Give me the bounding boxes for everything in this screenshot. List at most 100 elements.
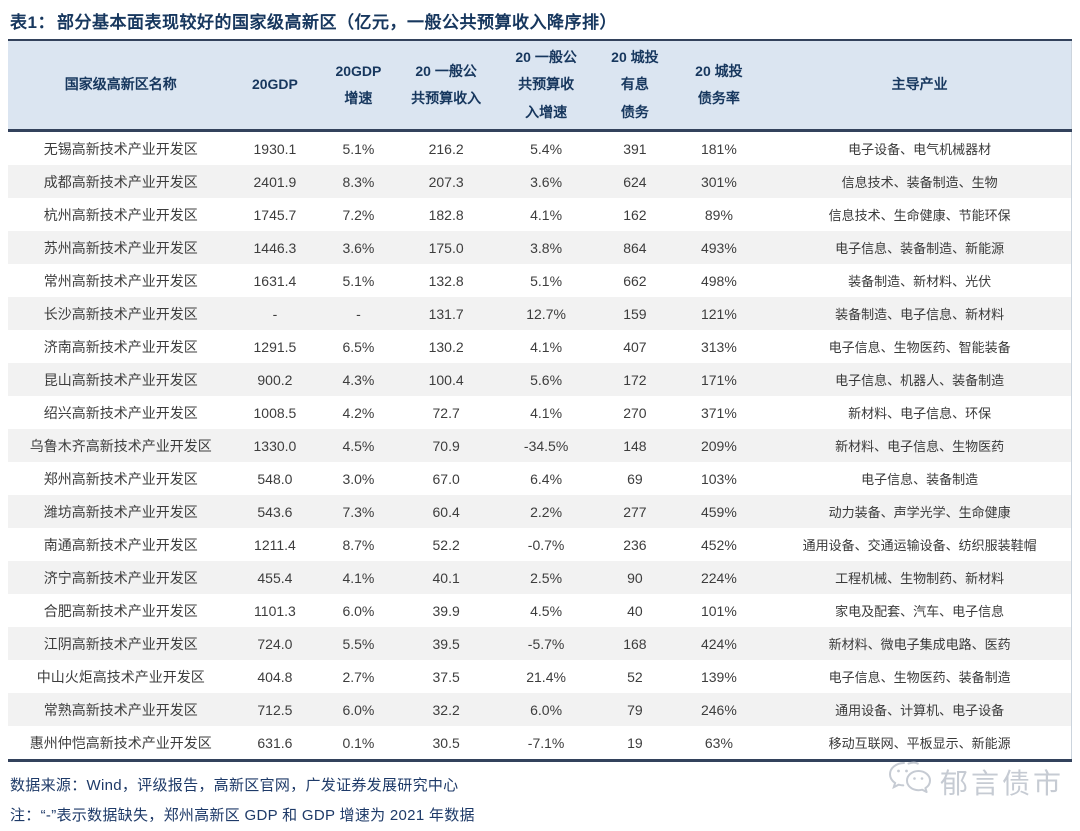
cell-gdp-growth-2020: 5.5% [342,635,375,652]
cell-lgfv-debt-ratio-2020: 103% [700,470,737,487]
cell-budget-revenue-2020: 67.0 [432,470,460,487]
watermark-text: 郁言债市 [939,767,1064,799]
cell-budget-revenue-2020: 37.5 [432,668,460,685]
hightech-zones-table: 国家级高新区名称 20GDP 20GDP 增速 20 一般公 共预算收入 20 一般公 … [8,41,1072,762]
cell-leading-industries: 工程机械、生物制药、新材料 [835,571,1005,586]
table-row: 惠州仲恺高新技术产业开发区 631.6 0.1% 30.5 -7.1% 19 63% 移动互联… [8,726,1072,761]
column-header-budget-revenue-2020: 20 一般公 共预算收入 [400,41,492,132]
cell-budget-revenue-2020: 39.9 [432,602,460,619]
cell-zone-name: 中山火炬高技术产业开发区 [36,668,205,685]
cell-zone-name: 无锡高新技术产业开发区 [43,140,198,157]
cell-lgfv-debt-ratio-2020: 63% [704,734,733,751]
table-row: 昆山高新技术产业开发区 900.2 4.3% 100.4 5.6% 172 171% 电子信息… [8,363,1072,396]
cell-budget-revenue-2020: 39.5 [432,635,460,652]
cell-lgfv-debt-2020: 391 [623,140,647,157]
cell-budget-revenue-growth-2020: 4.1% [530,338,563,355]
cell-leading-industries: 电子信息、机器人、装备制造 [835,373,1005,388]
cell-lgfv-debt-ratio-2020: 121% [700,305,737,322]
cell-budget-revenue-2020: 40.1 [432,569,460,586]
cell-lgfv-debt-ratio-2020: 452% [700,536,737,553]
cell-lgfv-debt-ratio-2020: 171% [700,371,737,388]
cell-leading-industries: 动力装备、声学光学、生命健康 [828,505,1011,520]
cell-lgfv-debt-ratio-2020: 224% [700,569,737,586]
cell-gdp-growth-2020: 8.7% [342,536,375,553]
cell-lgfv-debt-ratio-2020: 139% [700,668,737,685]
cell-budget-revenue-growth-2020: 5.6% [530,371,563,388]
table-row: 济宁高新技术产业开发区 455.4 4.1% 40.1 2.5% 90 224% 工程机械、生… [8,561,1072,594]
cell-zone-name: 济南高新技术产业开发区 [43,338,198,355]
cell-budget-revenue-2020: 207.3 [428,173,464,190]
cell-gdp-2020: 712.5 [257,701,293,718]
cell-gdp-growth-2020: 7.3% [342,503,375,520]
cell-lgfv-debt-ratio-2020: 209% [700,437,737,454]
cell-lgfv-debt-2020: 162 [623,206,647,223]
column-header-leading-industries: 主导产业 [768,41,1072,132]
cell-budget-revenue-growth-2020: 6.4% [530,470,563,487]
table-row: 常熟高新技术产业开发区 712.5 6.0% 32.2 6.0% 79 246% 通用设备、计… [8,693,1072,726]
table-row: 南通高新技术产业开发区 1211.4 8.7% 52.2 -0.7% 236 452% 通用设… [8,528,1072,561]
cell-lgfv-debt-2020: 19 [627,734,643,751]
cell-budget-revenue-2020: 100.4 [428,371,464,388]
cell-leading-industries: 新材料、微电子集成电路、医药 [828,637,1011,652]
cell-zone-name: 常州高新技术产业开发区 [43,272,198,289]
cell-zone-name: 长沙高新技术产业开发区 [43,305,198,322]
cell-lgfv-debt-2020: 52 [627,668,643,685]
column-header-gdp-growth-2020: 20GDP 增速 [316,41,401,132]
cell-gdp-2020: 543.6 [257,503,293,520]
cell-budget-revenue-growth-2020: 4.1% [530,206,563,223]
table-row: 杭州高新技术产业开发区 1745.7 7.2% 182.8 4.1% 162 89% 信息技术… [8,198,1072,231]
cell-gdp-growth-2020: 6.5% [342,338,375,355]
cell-leading-industries: 信息技术、装备制造、生物 [841,175,998,190]
cell-budget-revenue-growth-2020: 21.4% [526,668,566,685]
column-header-zone-name: 国家级高新区名称 [8,41,234,132]
cell-lgfv-debt-2020: 624 [623,173,647,190]
table-footer: 数据来源：Wind，评级报告，高新区官网，广发证券发展研究中心 注：“-”表示数… [8,771,1072,831]
cell-gdp-growth-2020: 4.1% [342,569,375,586]
table-title: 表1： 部分基本面表现较好的国家级高新区（亿元，一般公共预算收入降序排） [8,0,1072,41]
cell-lgfv-debt-2020: 40 [627,602,643,619]
cell-budget-revenue-2020: 182.8 [428,206,464,223]
table-row: 郑州高新技术产业开发区 548.0 3.0% 67.0 6.4% 69 103% 电子信息、装… [8,462,1072,495]
table-row: 合肥高新技术产业开发区 1101.3 6.0% 39.9 4.5% 40 101% 家电及配套… [8,594,1072,627]
cell-zone-name: 成都高新技术产业开发区 [43,173,198,190]
cell-leading-industries: 通用设备、计算机、电子设备 [835,703,1005,718]
table-row: 绍兴高新技术产业开发区 1008.5 4.2% 72.7 4.1% 270 371% 新材料、… [8,396,1072,429]
cell-zone-name: 昆山高新技术产业开发区 [43,371,198,388]
column-header-lgfv-debt-2020: 20 城投 有息 债务 [600,41,670,132]
cell-lgfv-debt-ratio-2020: 313% [700,338,737,355]
column-header-lgfv-debt-ratio-2020: 20 城投 债务率 [669,41,769,132]
table-row: 乌鲁木齐高新技术产业开发区 1330.0 4.5% 70.9 -34.5% 148 209%… [8,429,1072,462]
cell-budget-revenue-growth-2020: -7.1% [527,734,565,751]
cell-budget-revenue-growth-2020: 6.0% [530,701,563,718]
cell-budget-revenue-growth-2020: 3.8% [530,239,563,256]
cell-gdp-2020: 2401.9 [253,173,297,190]
cell-budget-revenue-growth-2020: 2.2% [530,503,563,520]
cell-lgfv-debt-2020: 407 [623,338,647,355]
cell-lgfv-debt-ratio-2020: 498% [700,272,737,289]
cell-zone-name: 济宁高新技术产业开发区 [43,569,198,586]
cell-gdp-2020: 548.0 [257,470,293,487]
cell-budget-revenue-2020: 131.7 [428,305,464,322]
cell-gdp-growth-2020: 4.3% [342,371,375,388]
cell-leading-industries: 电子信息、生物医药、智能装备 [828,340,1011,355]
cell-lgfv-debt-2020: 236 [623,536,647,553]
cell-budget-revenue-growth-2020: 3.6% [530,173,563,190]
cell-budget-revenue-2020: 216.2 [428,140,464,157]
cell-lgfv-debt-ratio-2020: 459% [700,503,737,520]
cell-gdp-2020: 404.8 [257,668,293,685]
table-header-row: 国家级高新区名称 20GDP 20GDP 增速 20 一般公 共预算收入 20 一般公 … [8,41,1072,132]
cell-gdp-growth-2020: 8.3% [342,173,375,190]
cell-leading-industries: 电子设备、电气机械器材 [848,142,992,157]
cell-leading-industries: 电子信息、生物医药、装备制造 [828,670,1011,685]
cell-zone-name: 南通高新技术产业开发区 [43,536,198,553]
table-row: 无锡高新技术产业开发区 1930.1 5.1% 216.2 5.4% 391 181% 电子设… [8,131,1072,166]
cell-gdp-2020: 631.6 [257,734,293,751]
cell-gdp-2020: 1631.4 [253,272,297,289]
cell-lgfv-debt-2020: 168 [623,635,647,652]
table-row: 苏州高新技术产业开发区 1446.3 3.6% 175.0 3.8% 864 493% 电子信… [8,231,1072,264]
cell-gdp-2020: 1446.3 [253,239,297,256]
cell-lgfv-debt-2020: 90 [627,569,643,586]
cell-leading-industries: 电子信息、装备制造、新能源 [835,241,1005,256]
cell-leading-industries: 通用设备、交通运输设备、纺织服装鞋帽 [802,538,1037,553]
